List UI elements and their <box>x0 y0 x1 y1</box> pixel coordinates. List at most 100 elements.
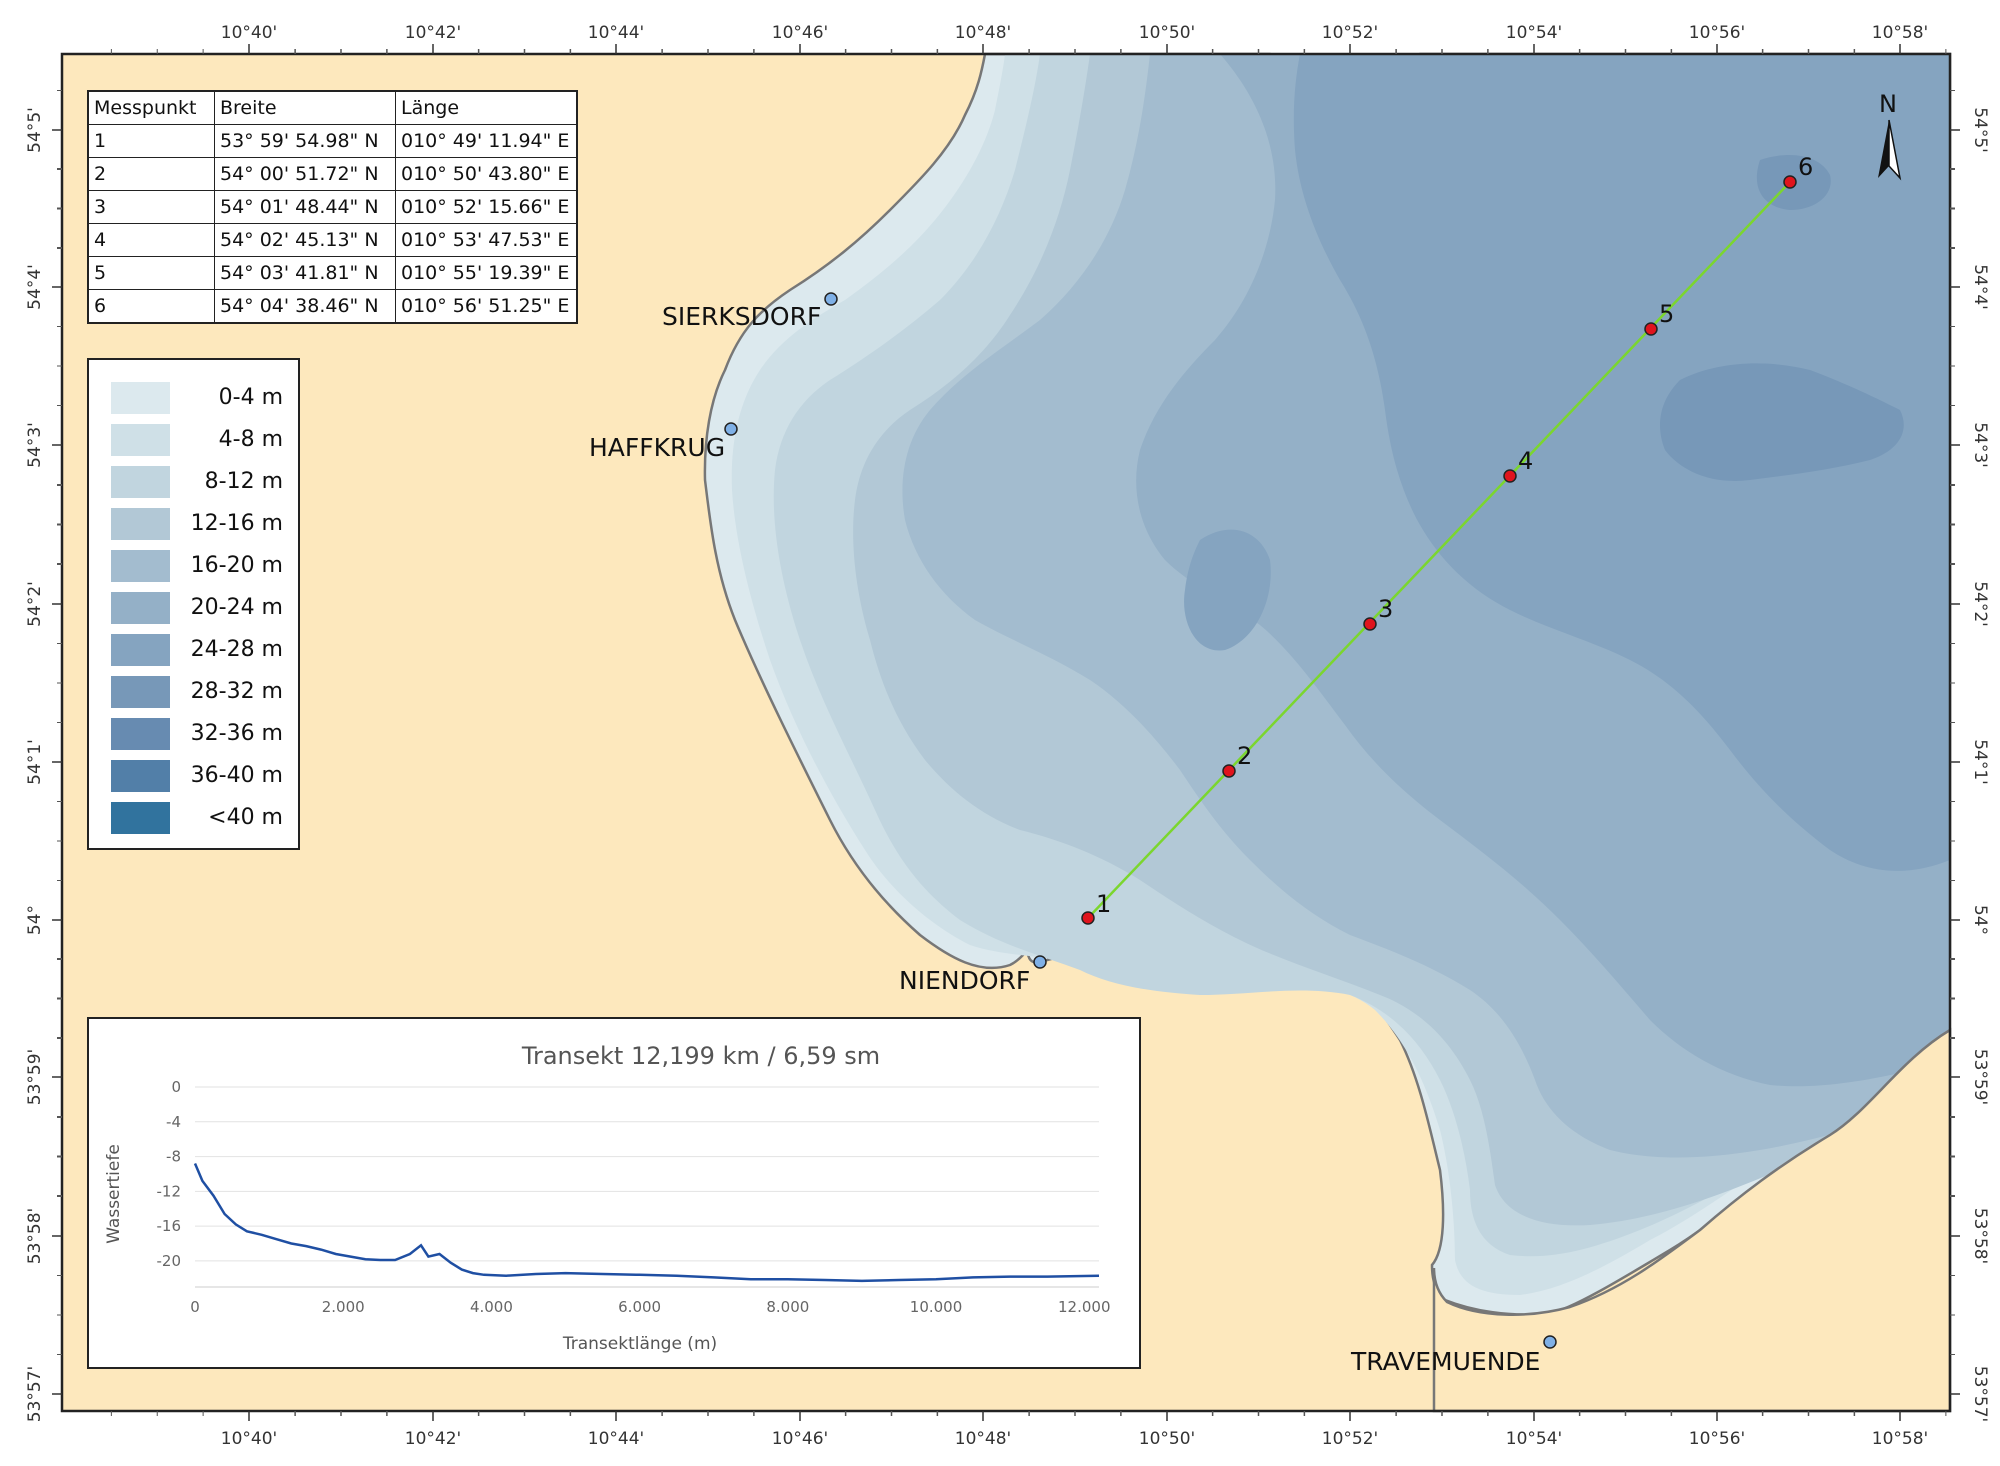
legend-swatch <box>111 676 170 708</box>
legend-label: 32-36 m <box>190 721 283 746</box>
lon-tick-label-top: 10°48' <box>955 23 1011 43</box>
lat-tick-label-left: 54°4' <box>25 264 45 310</box>
table-row: 5 54° 03' 41.81" N 010° 55' 19.39" E <box>87 256 578 290</box>
lon-tick-label-bottom: 10°46' <box>772 1429 828 1449</box>
measure-point-label-2: 2 <box>1237 742 1252 770</box>
legend-swatch <box>111 634 170 666</box>
measure-point-6[interactable] <box>1783 175 1797 189</box>
lat-tick-label-left: 53°59' <box>25 1049 45 1105</box>
legend-label: 36-40 m <box>190 763 283 788</box>
table-cell-messpunkt: 2 <box>87 157 215 191</box>
lat-tick-label-left: 54°5' <box>25 107 45 153</box>
legend-item: 8-12 m <box>111 466 291 498</box>
measure-point-label-1: 1 <box>1096 890 1111 918</box>
table-cell-laenge: 010° 50' 43.80" E <box>395 157 578 191</box>
chart-x-tick-label: 4.000 <box>470 1298 513 1316</box>
legend-item: 20-24 m <box>111 592 291 624</box>
measure-point-1[interactable] <box>1081 911 1095 925</box>
legend-swatch <box>111 760 170 792</box>
lat-tick-label-right: 53°57' <box>1970 1366 1990 1422</box>
chart-title: Transekt 12,199 km / 6,59 sm <box>521 1042 880 1070</box>
place-point-haffkrug[interactable] <box>724 422 738 436</box>
legend-label: 28-32 m <box>190 679 283 704</box>
chart-y-tick-label: -20 <box>157 1252 182 1270</box>
chart-grid <box>195 1086 1099 1288</box>
place-point-niendorf[interactable] <box>1033 955 1047 969</box>
legend-swatch <box>111 550 170 582</box>
lat-tick-label-left: 54°3' <box>25 422 45 468</box>
table-row: 6 54° 04' 38.46" N 010° 56' 51.25" E <box>87 289 578 324</box>
legend-label: 24-28 m <box>190 637 283 662</box>
table-cell-breite: 53° 59' 54.98" N <box>214 124 396 158</box>
legend-swatch <box>111 802 170 834</box>
table-cell-laenge: 010° 53' 47.53" E <box>395 223 578 257</box>
legend-label: 12-16 m <box>190 511 283 536</box>
measure-point-label-4: 4 <box>1518 447 1533 475</box>
legend-item: 24-28 m <box>111 634 291 666</box>
table-cell-breite: 54° 03' 41.81" N <box>214 256 396 290</box>
legend-swatch <box>111 718 170 750</box>
lat-tick-label-right: 54° <box>1970 905 1990 935</box>
place-label-travemuende: TRAVEMUENDE <box>1350 1347 1540 1376</box>
lon-tick-label-top: 10°40' <box>221 23 277 43</box>
legend-item: 4-8 m <box>111 424 291 456</box>
lon-tick-label-bottom: 10°56' <box>1689 1429 1745 1449</box>
measure-point-2[interactable] <box>1222 764 1236 778</box>
legend-item: <40 m <box>111 802 291 834</box>
lon-tick-label-bottom: 10°48' <box>955 1429 1011 1449</box>
table-row: 4 54° 02' 45.13" N 010° 53' 47.53" E <box>87 223 578 257</box>
legend-swatch <box>111 592 170 624</box>
lon-tick-label-top: 10°42' <box>405 23 461 43</box>
depth-legend: 0-4 m 4-8 m 8-12 m 12-16 m 16-20 m 20-24 m 24-… <box>87 358 300 850</box>
lon-tick-label-top: 10°58' <box>1872 23 1928 43</box>
legend-item: 28-32 m <box>111 676 291 708</box>
place-label-niendorf: NIENDORF <box>899 966 1030 995</box>
chart-series-line <box>193 1163 1100 1283</box>
north-arrow-icon: N <box>1878 90 1902 181</box>
lon-tick-label-top: 10°52' <box>1322 23 1378 43</box>
place-point-sierksdorf[interactable] <box>824 292 838 306</box>
lat-tick-label-right: 54°5' <box>1970 107 1990 153</box>
lon-tick-label-top: 10°46' <box>772 23 828 43</box>
legend-label: <40 m <box>208 805 283 830</box>
chart-x-ticks: 0 2.000 4.000 6.000 8.000 10.000 12.000 <box>190 1298 1110 1316</box>
table-row: 2 54° 00' 51.72" N 010° 50' 43.80" E <box>87 157 578 191</box>
table-cell-breite: 54° 04' 38.46" N <box>214 289 396 324</box>
measure-point-label-5: 5 <box>1659 300 1674 328</box>
legend-label: 0-4 m <box>218 385 283 410</box>
transect-line <box>1087 181 1791 919</box>
lon-tick-label-bottom: 10°42' <box>405 1429 461 1449</box>
table-cell-messpunkt: 5 <box>87 256 215 290</box>
measure-points: 1 2 3 4 5 6 <box>1081 153 1813 925</box>
table-cell-laenge: 010° 52' 15.66" E <box>395 190 578 224</box>
lon-tick-label-bottom: 10°44' <box>588 1429 644 1449</box>
table-cell-breite: 54° 00' 51.72" N <box>214 157 396 191</box>
measure-point-5[interactable] <box>1644 322 1658 336</box>
transect <box>1087 181 1791 919</box>
lon-tick-label-top: 10°50' <box>1139 23 1195 43</box>
lat-tick-label-left: 54° <box>25 905 45 935</box>
place-point-travemuende[interactable] <box>1543 1335 1557 1349</box>
table-row: 3 54° 01' 48.44" N 010° 52' 15.66" E <box>87 190 578 224</box>
chart-y-tick-label: -12 <box>157 1182 182 1200</box>
water-zone-28-32 <box>1660 155 1904 481</box>
chart-x-tick-label: 12.000 <box>1058 1298 1111 1316</box>
lat-tick-label-left: 53°57' <box>25 1366 45 1422</box>
lon-tick-label-top: 10°44' <box>588 23 644 43</box>
measure-point-3[interactable] <box>1363 617 1377 631</box>
table-cell-messpunkt: 4 <box>87 223 215 257</box>
lat-tick-label-right: 53°59' <box>1970 1049 1990 1105</box>
measure-point-table: Messpunkt Breite Länge 1 53° 59' 54.98" … <box>87 90 578 324</box>
chart-y-tick-label: -4 <box>166 1113 181 1131</box>
place-label-haffkrug: HAFFKRUG <box>589 433 725 462</box>
transect-profile-chart: Transekt 12,199 km / 6,59 sm 0 -4 -8 -12 -16… <box>87 1017 1141 1369</box>
lon-tick-label-top: 10°54' <box>1506 23 1562 43</box>
measure-point-4[interactable] <box>1503 469 1517 483</box>
lon-tick-label-bottom: 10°50' <box>1139 1429 1195 1449</box>
table-cell-messpunkt: 6 <box>87 289 215 324</box>
chart-x-tick-label: 8.000 <box>766 1298 809 1316</box>
legend-swatch <box>111 382 170 414</box>
land-southeast <box>1432 1027 1952 1413</box>
legend-label: 20-24 m <box>190 595 283 620</box>
water-zone-24-28 <box>1184 54 1950 871</box>
